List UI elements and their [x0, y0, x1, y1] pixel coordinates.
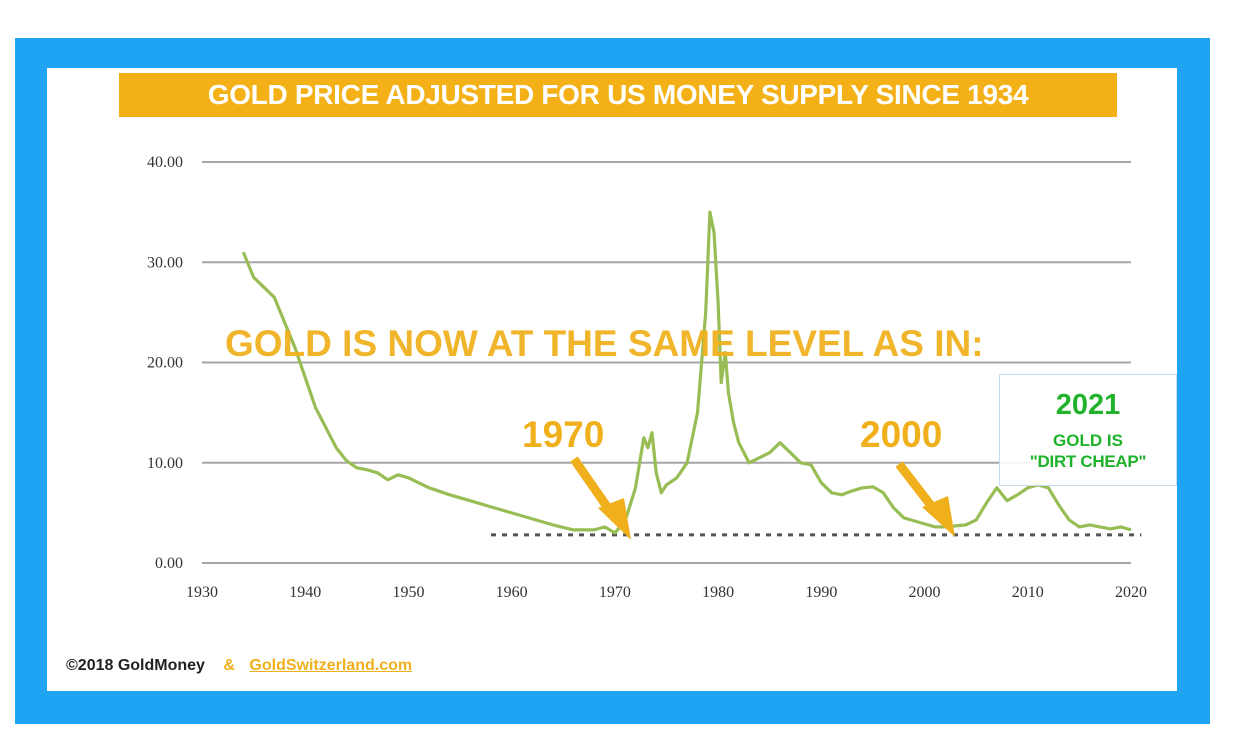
callout-line2: "DIRT CHEAP"	[1029, 452, 1147, 471]
x-tick-label: 1930	[186, 584, 218, 601]
footer-link[interactable]: GoldSwitzerland.com	[249, 657, 413, 674]
year-label-1970: 1970	[522, 414, 604, 455]
x-tick-label: 2010	[1012, 584, 1044, 601]
x-tick-label: 2000	[909, 584, 941, 601]
y-axis-ticks: 0.00 10.00 20.00 30.00 40.00	[147, 154, 183, 572]
chart-title: GOLD PRICE ADJUSTED FOR US MONEY SUPPLY …	[119, 73, 1117, 117]
y-tick-label: 30.00	[147, 254, 183, 271]
footer-credits: ©2018 GoldMoney & GoldSwitzerland.com	[66, 657, 412, 675]
arrow-to-2000	[895, 461, 955, 537]
x-tick-label: 1960	[496, 584, 528, 601]
arrowhead-1970	[598, 498, 631, 540]
y-tick-label: 20.00	[147, 355, 183, 372]
x-tick-label: 1990	[805, 584, 837, 601]
gridlines	[202, 161, 1131, 564]
y-tick-label: 10.00	[147, 455, 183, 472]
x-tick-label: 1950	[392, 584, 424, 601]
arrowhead-2000	[922, 496, 955, 537]
y-tick-label: 0.00	[155, 555, 183, 572]
arrow-to-1970	[570, 456, 631, 540]
headline-text: GOLD IS NOW AT THE SAME LEVEL AS IN:	[225, 323, 984, 364]
footer-copyright: ©2018 GoldMoney	[66, 657, 205, 674]
callout-2021: 2021 GOLD IS "DIRT CHEAP"	[999, 374, 1177, 486]
x-tick-label: 1970	[599, 584, 631, 601]
y-tick-label: 40.00	[147, 154, 183, 171]
callout-line1: GOLD IS	[1053, 431, 1123, 450]
footer-ampersand: &	[223, 657, 235, 674]
callout-year: 2021	[1055, 389, 1121, 421]
year-label-2000: 2000	[860, 414, 942, 455]
x-tick-label: 1940	[289, 584, 321, 601]
x-tick-label: 2020	[1115, 584, 1147, 601]
chart-panel	[47, 68, 1177, 691]
x-tick-label: 1980	[702, 584, 734, 601]
series-line	[241, 210, 1132, 535]
x-axis-ticks: 1930 1940 1950 1960 1970 1980 1990 2000 2010 2020	[186, 584, 1147, 601]
